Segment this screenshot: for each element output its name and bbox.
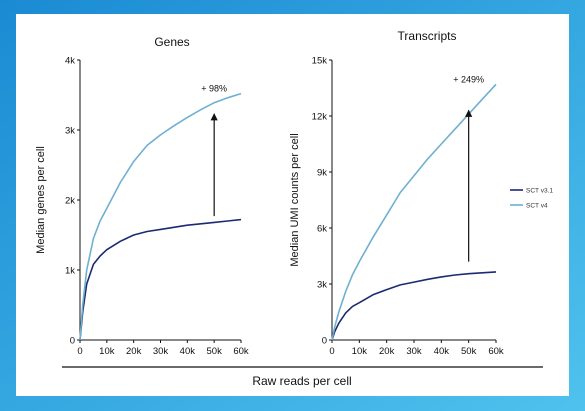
transcripts-chart: Transcripts Median UMI counts per cell 0 3k…	[289, 29, 504, 357]
transcripts-x-tick-label: 20k	[379, 346, 395, 357]
transcripts-y-tick-label: 9k	[317, 168, 327, 179]
transcripts-y-tick-label: 12k	[312, 112, 328, 123]
genes-x-tick-label: 30k	[153, 346, 169, 357]
transcripts-x-tick-label: 30k	[406, 346, 422, 357]
genes-x-tick-label: 20k	[126, 346, 142, 357]
transcripts-x-tick-label: 50k	[461, 346, 477, 357]
genes-x-tick-label: 0	[77, 346, 82, 357]
genes-x-tick-label: 50k	[207, 346, 223, 357]
transcripts-x-tick-label: 0	[329, 346, 334, 357]
legend-label: SCT v3.1	[526, 187, 553, 194]
transcripts-y-tick-label: 3k	[317, 280, 327, 291]
genes-chart: Genes Median genes per cell 0 1k 2k 3k 4k 0 10k 2…	[35, 35, 249, 357]
transcripts-series-sct-v3-1-line	[331, 271, 497, 341]
legend: SCT v3.1 SCT v4	[510, 187, 553, 209]
transcripts-x-tick-label: 60k	[488, 346, 504, 357]
transcripts-x-tick-label: 40k	[434, 346, 450, 357]
genes-x-tick-label: 60k	[233, 346, 249, 357]
genes-y-tick-label: 0	[70, 336, 75, 347]
genes-y-tick-label: 3k	[65, 126, 75, 137]
transcripts-y-tick-label: 0	[322, 336, 327, 347]
transcripts-series-sct-v4-line	[331, 83, 497, 341]
legend-label: SCT v4	[526, 202, 548, 209]
transcripts-y-tick-label: 15k	[312, 56, 328, 67]
genes-y-tick-label: 2k	[65, 196, 75, 207]
genes-increase-label: + 98%	[201, 84, 227, 94]
genes-y-tick-label: 1k	[65, 266, 75, 277]
transcripts-y-tick-label: 6k	[317, 224, 327, 235]
genes-ylabel: Median genes per cell	[35, 146, 47, 254]
transcripts-ylabel: Median UMI counts per cell	[289, 133, 301, 266]
genes-title: Genes	[154, 35, 189, 49]
genes-series-sct-v4-line	[79, 92, 242, 341]
transcripts-title: Transcripts	[398, 29, 457, 43]
transcripts-increase-label: + 249%	[453, 74, 484, 84]
genes-y-tick-label: 4k	[65, 56, 75, 67]
genes-x-tick-label: 40k	[180, 346, 196, 357]
genes-x-tick-label: 10k	[99, 346, 115, 357]
shared-xlabel: Raw reads per cell	[252, 374, 351, 388]
genes-series-sct-v3-1-line	[79, 218, 242, 341]
transcripts-x-tick-label: 10k	[352, 346, 368, 357]
